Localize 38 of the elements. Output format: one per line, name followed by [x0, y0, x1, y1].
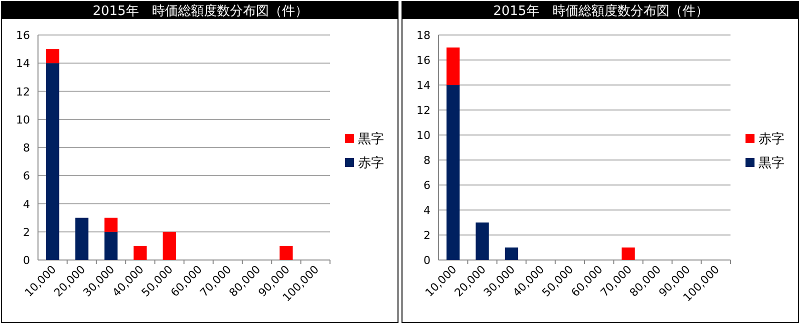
bar: [280, 246, 293, 260]
legend-label: 黒字: [358, 131, 384, 147]
y-tick-label: 2: [424, 229, 430, 242]
bar: [46, 49, 60, 64]
y-tick-label: 16: [16, 29, 30, 42]
bar: [104, 218, 118, 232]
y-tick-label: 4: [424, 204, 430, 217]
legend-label: 黒字: [758, 155, 784, 171]
bar: [446, 85, 460, 260]
bar: [504, 248, 518, 260]
y-tick-label: 8: [23, 142, 30, 154]
y-tick-label: 4: [23, 198, 30, 211]
y-tick-label: 0: [23, 254, 30, 267]
legend-label: 赤字: [358, 155, 384, 171]
bar: [476, 222, 489, 260]
bar: [104, 232, 118, 260]
y-tick-label: 2: [23, 226, 30, 239]
y-tick-label: 14: [16, 57, 30, 70]
bar: [622, 248, 635, 260]
legend-label: 赤字: [758, 131, 784, 147]
bar: [75, 218, 88, 260]
bar: [446, 48, 460, 85]
chart-title: 2015年 時価総額度数分布図（件）: [92, 3, 308, 19]
bar: [162, 232, 176, 260]
y-tick-label: 16: [416, 54, 430, 67]
chart-title: 2015年 時価総額度数分布図（件）: [493, 3, 708, 19]
y-tick-label: 6: [424, 179, 430, 192]
y-tick-label: 14: [416, 79, 430, 92]
y-tick-label: 12: [416, 104, 430, 117]
y-tick-label: 8: [424, 154, 430, 167]
y-tick-label: 10: [416, 129, 430, 142]
bar: [46, 63, 60, 260]
bar: [134, 246, 147, 260]
y-tick-label: 10: [16, 113, 30, 126]
y-tick-label: 18: [416, 29, 430, 42]
y-tick-label: 0: [424, 254, 430, 267]
y-tick-label: 12: [16, 85, 30, 98]
y-tick-label: 6: [23, 170, 30, 183]
